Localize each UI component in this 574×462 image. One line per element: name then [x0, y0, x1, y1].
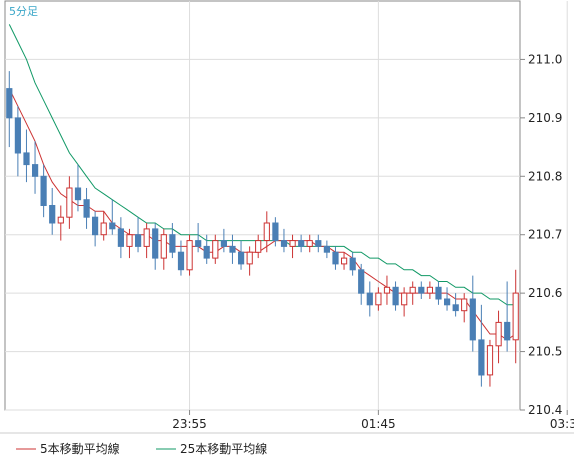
candles	[6, 71, 519, 387]
y-tick-label: 211.0	[528, 52, 562, 66]
grid	[5, 1, 568, 411]
candle-body	[495, 321, 502, 347]
candle-body	[238, 251, 245, 265]
candle-body	[100, 222, 107, 236]
candle-body	[289, 240, 296, 247]
candle-body	[14, 117, 21, 154]
candle-body	[83, 199, 90, 218]
candle-body	[23, 152, 30, 166]
candle-body	[280, 240, 288, 247]
candle-body	[169, 234, 176, 253]
y-tick-label: 210.4	[528, 403, 562, 417]
legend-ma25-label: 25本移動平均線	[180, 441, 267, 456]
candle-body	[341, 257, 348, 265]
candle-body	[246, 251, 253, 265]
y-tick-label: 210.5	[528, 345, 562, 359]
candle-body	[255, 240, 262, 253]
candle-body	[444, 298, 451, 306]
y-tick-label: 210.6	[528, 286, 562, 300]
x-tick-label: 23:55	[172, 417, 207, 431]
candle-body	[469, 298, 476, 341]
candle-body	[332, 251, 339, 265]
legend-ma5-label: 5本移動平均線	[40, 441, 120, 456]
candle-body	[349, 257, 356, 271]
candle-body	[383, 286, 391, 294]
candle-body	[143, 228, 150, 247]
timeframe-label: 5分足	[9, 5, 38, 18]
candle-body	[435, 286, 442, 300]
candle-body	[177, 251, 185, 271]
candle-body	[306, 240, 313, 247]
candle-body	[392, 286, 399, 306]
candle-body	[418, 286, 425, 294]
candle-body	[66, 187, 73, 218]
candle-body	[160, 234, 167, 259]
candle-body	[512, 292, 519, 341]
candle-body	[126, 234, 133, 247]
legend: 5本移動平均線 25本移動平均線	[16, 441, 267, 456]
candle-body	[49, 205, 56, 224]
candle-body	[401, 292, 408, 306]
candle-body	[203, 245, 210, 259]
candle-body	[375, 292, 382, 306]
candle-body	[74, 187, 82, 201]
candle-body	[366, 292, 373, 306]
candle-body	[109, 222, 116, 230]
ma25-line	[8, 24, 516, 306]
candle-body	[263, 222, 270, 241]
candle-body	[461, 298, 468, 312]
candle-body	[315, 240, 322, 247]
ma25-path	[8, 24, 516, 306]
candle-body	[195, 240, 202, 247]
candle-body	[32, 164, 39, 177]
y-axis: 211.0 210.9 210.8 210.7 210.6 210.5 210.4	[520, 52, 562, 417]
candle-body	[486, 345, 494, 376]
x-tick-label: 03:35	[550, 417, 574, 431]
candle-body	[135, 234, 142, 247]
candle-body	[229, 245, 236, 253]
candle-body	[358, 269, 365, 294]
candle-body	[92, 216, 99, 236]
y-tick-label: 210.7	[528, 228, 562, 242]
candle-body	[272, 222, 279, 241]
x-tick-label: 01:45	[361, 417, 396, 431]
candle-body	[212, 240, 219, 259]
plot-area	[4, 0, 521, 411]
candle-body	[504, 321, 511, 341]
candle-body	[57, 216, 64, 224]
candle-body	[220, 240, 228, 247]
candle-body	[409, 286, 416, 294]
candle-body	[298, 240, 305, 247]
y-tick-label: 210.8	[528, 169, 562, 183]
candle-body	[40, 175, 47, 207]
candle-body	[6, 88, 13, 119]
candle-body	[426, 286, 433, 294]
candle-body	[152, 228, 159, 259]
candle-body	[117, 228, 125, 247]
candle-body	[323, 245, 330, 253]
candle-body	[478, 339, 485, 376]
y-tick-label: 210.9	[528, 111, 562, 125]
candle-body	[186, 240, 193, 271]
candle-body	[452, 304, 459, 312]
